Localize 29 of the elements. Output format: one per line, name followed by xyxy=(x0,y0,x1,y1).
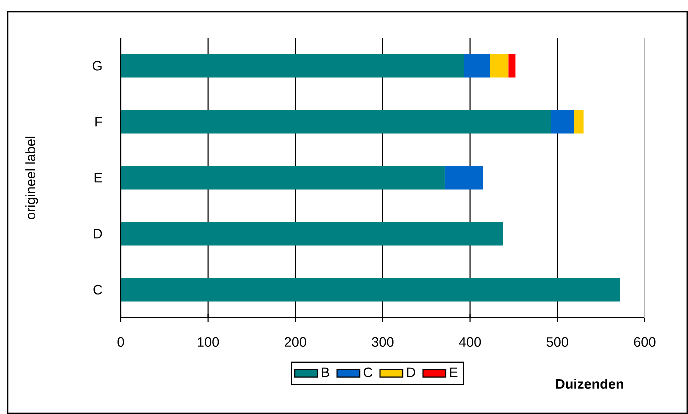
x-tick-label: 300 xyxy=(372,337,394,348)
bar xyxy=(464,54,490,78)
bar xyxy=(508,54,516,78)
x-tick-label: 200 xyxy=(284,337,306,348)
x-tick-label: 500 xyxy=(546,337,568,348)
x-axis-title: Duizenden xyxy=(556,379,624,390)
y-tick-label: C xyxy=(94,285,102,295)
y-tick-label: F xyxy=(96,117,102,127)
y-tick-label: G xyxy=(92,61,102,71)
legend-label: C xyxy=(364,368,373,378)
bar xyxy=(120,166,445,190)
legend-label: B xyxy=(322,368,330,378)
y-axis-title: origineel label xyxy=(26,136,38,220)
y-tick-label: D xyxy=(94,229,102,239)
x-tick-label: 100 xyxy=(198,337,220,348)
bar xyxy=(552,110,574,134)
x-tick-label: 600 xyxy=(634,337,656,348)
bar xyxy=(120,110,552,134)
bar xyxy=(120,54,464,78)
bar xyxy=(574,110,584,134)
bar xyxy=(444,166,484,190)
x-tick-label: 400 xyxy=(459,337,482,348)
bar xyxy=(120,278,620,302)
x-tick-label: 0 xyxy=(118,337,124,348)
bar xyxy=(120,222,504,246)
bar xyxy=(490,54,509,78)
legend-label: E xyxy=(450,368,458,378)
legend-label: D xyxy=(407,368,416,378)
y-tick-label: E xyxy=(94,173,102,183)
